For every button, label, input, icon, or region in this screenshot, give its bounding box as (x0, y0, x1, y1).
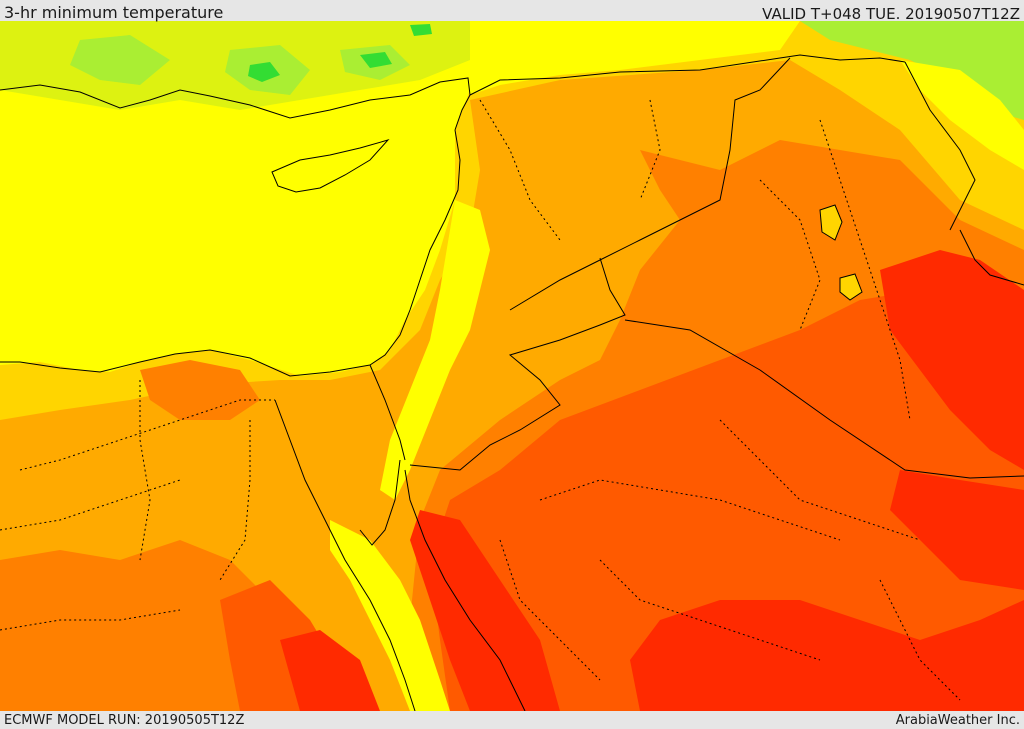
temperature-map-canvas (0, 21, 1024, 711)
admin-borders (0, 99, 961, 701)
arabia-coast (404, 469, 526, 711)
field-red-sudan (280, 630, 380, 711)
iran-border (904, 61, 976, 231)
admin-border-6 (639, 99, 661, 201)
field-light-green-ne (800, 21, 1024, 120)
field-green-1 (248, 62, 280, 82)
field-yellow-turkey (470, 21, 800, 95)
sinai-east (359, 459, 401, 546)
admin-border-8 (759, 179, 821, 331)
field-orange-egypt-north (140, 360, 260, 420)
model-run: ECMWF MODEL RUN: 20190505T12Z (4, 713, 245, 728)
egypt-israel-border (369, 364, 406, 461)
turkey-coast (0, 77, 471, 131)
admin-border-3 (219, 420, 251, 581)
field-green-3 (410, 24, 432, 36)
levant-coast (369, 129, 461, 366)
admin-border-1 (19, 399, 275, 471)
admin-border-2 (0, 479, 181, 531)
field-green-2 (360, 52, 392, 68)
gulf-of-suez (274, 399, 416, 711)
field-red-mid (890, 470, 1024, 590)
cyprus-outline (271, 139, 390, 193)
admin-border-14 (0, 609, 181, 631)
valid-time: VALID T+048 TUE. 20190507T12Z (762, 5, 1020, 23)
coastlines (0, 54, 1024, 711)
lake-1 (819, 204, 843, 241)
field-yellow-sea (0, 21, 470, 376)
field-yellow-levant (380, 200, 490, 500)
admin-border-12 (499, 539, 601, 681)
admin-border-4 (139, 380, 151, 561)
field-red-south (630, 600, 1024, 711)
map-title: 3-hr minimum temperature (4, 3, 224, 22)
field-red-coast (410, 510, 560, 711)
field-dark-orange (430, 290, 1024, 711)
field-red-east (880, 250, 1024, 470)
egypt-coast (0, 349, 371, 377)
iraq-saudi-border (624, 319, 1024, 479)
admin-border-5 (479, 99, 561, 241)
field-light-green-1 (70, 35, 170, 85)
gulf-coast (959, 229, 1024, 286)
syria-turkey-border (469, 54, 906, 96)
lake-2 (839, 273, 863, 301)
field-yellow-redsea (330, 520, 450, 711)
credit-label: ArabiaWeather Inc. (895, 713, 1020, 728)
temperature-map (0, 21, 1024, 711)
jordan-saudi-border (409, 257, 626, 471)
field-yellow-ne (900, 60, 1024, 170)
syria-iraq-border (509, 57, 791, 311)
